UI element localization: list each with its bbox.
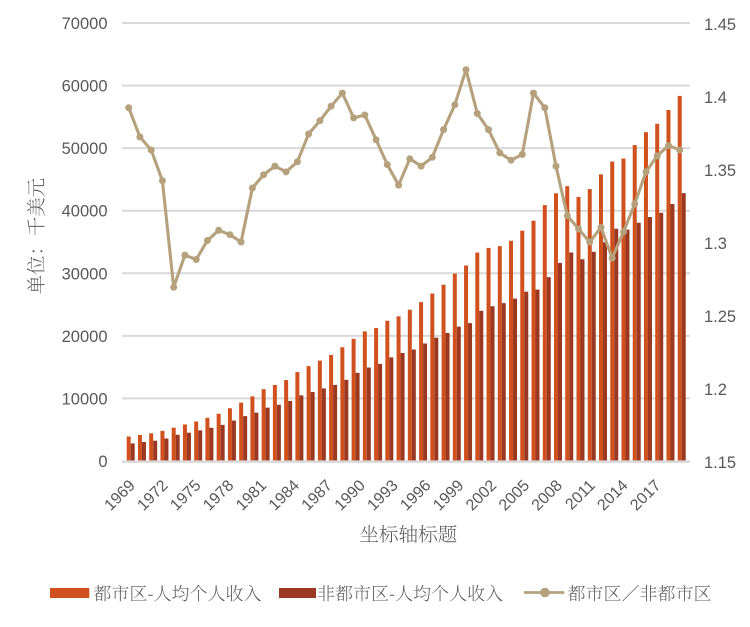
svg-text:20000: 20000 (62, 328, 108, 346)
svg-text:1.2: 1.2 (704, 381, 727, 399)
svg-text:60000: 60000 (62, 78, 108, 96)
svg-text:1.4: 1.4 (704, 89, 727, 107)
svg-text:1.45: 1.45 (704, 16, 736, 34)
svg-text:30000: 30000 (62, 265, 108, 283)
svg-text:40000: 40000 (62, 203, 108, 221)
svg-text:70000: 70000 (62, 15, 108, 33)
svg-text:1.15: 1.15 (704, 454, 736, 472)
svg-text:10000: 10000 (62, 390, 108, 408)
svg-text:1.3: 1.3 (704, 235, 727, 253)
svg-text:0: 0 (98, 453, 107, 471)
svg-text:1.35: 1.35 (704, 162, 736, 180)
svg-text:1.25: 1.25 (704, 308, 736, 326)
svg-text:50000: 50000 (62, 140, 108, 158)
